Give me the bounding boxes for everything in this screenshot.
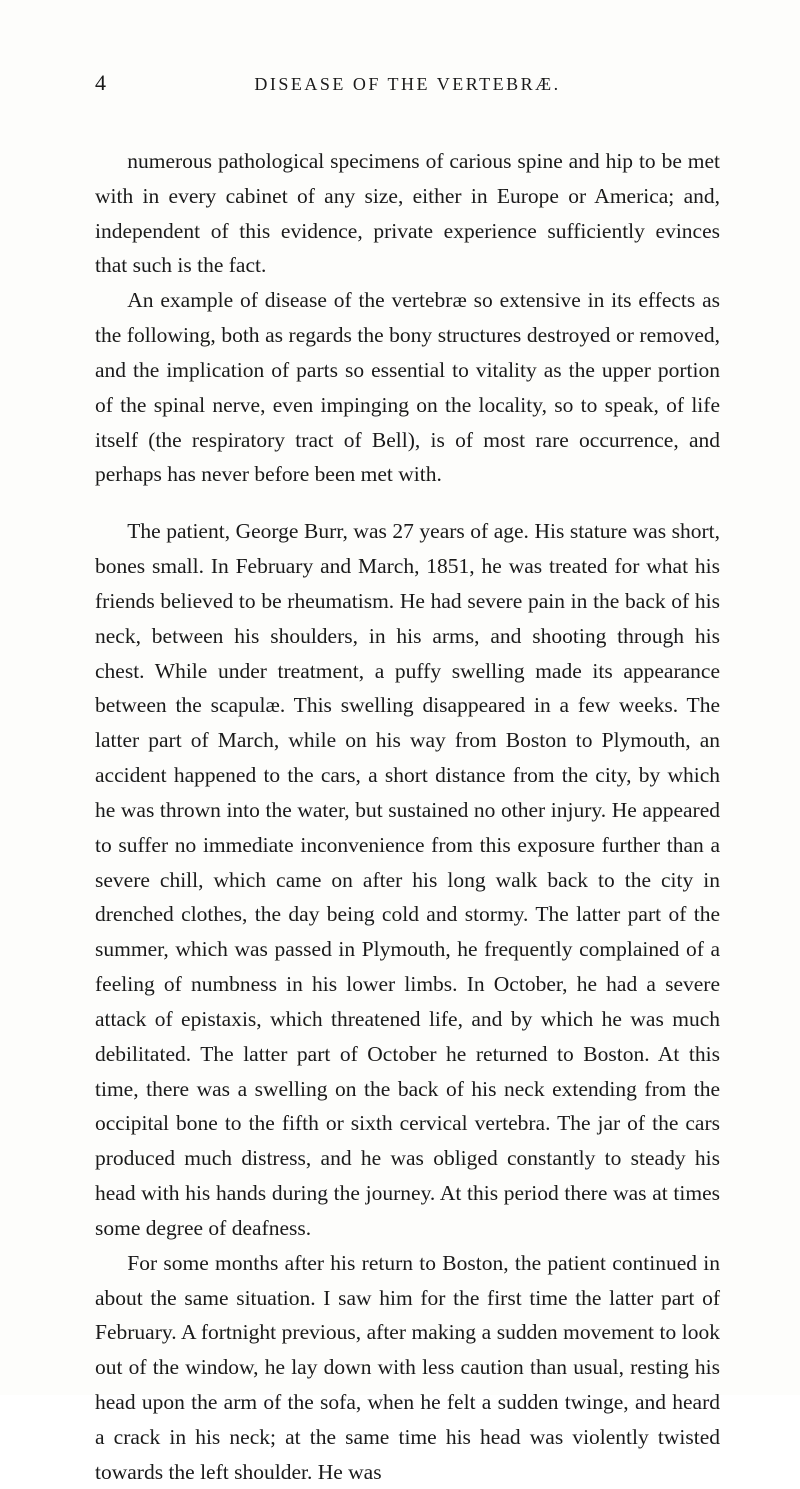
- document-page: 4 DISEASE OF THE VERTEBRÆ. numerous path…: [0, 0, 800, 1395]
- paragraph-4: For some months after his return to Bost…: [95, 1246, 720, 1489]
- section-gap: [95, 492, 720, 514]
- body-text: numerous pathological specimens of cario…: [95, 144, 720, 1489]
- running-title: DISEASE OF THE VERTEBRÆ.: [135, 74, 720, 95]
- paragraph-1: numerous pathological specimens of cario…: [95, 144, 720, 283]
- page-number: 4: [95, 70, 135, 96]
- page-header: 4 DISEASE OF THE VERTEBRÆ.: [95, 70, 720, 96]
- paragraph-3: The patient, George Burr, was 27 years o…: [95, 514, 720, 1245]
- paragraph-2: An example of disease of the vertebræ so…: [95, 283, 720, 492]
